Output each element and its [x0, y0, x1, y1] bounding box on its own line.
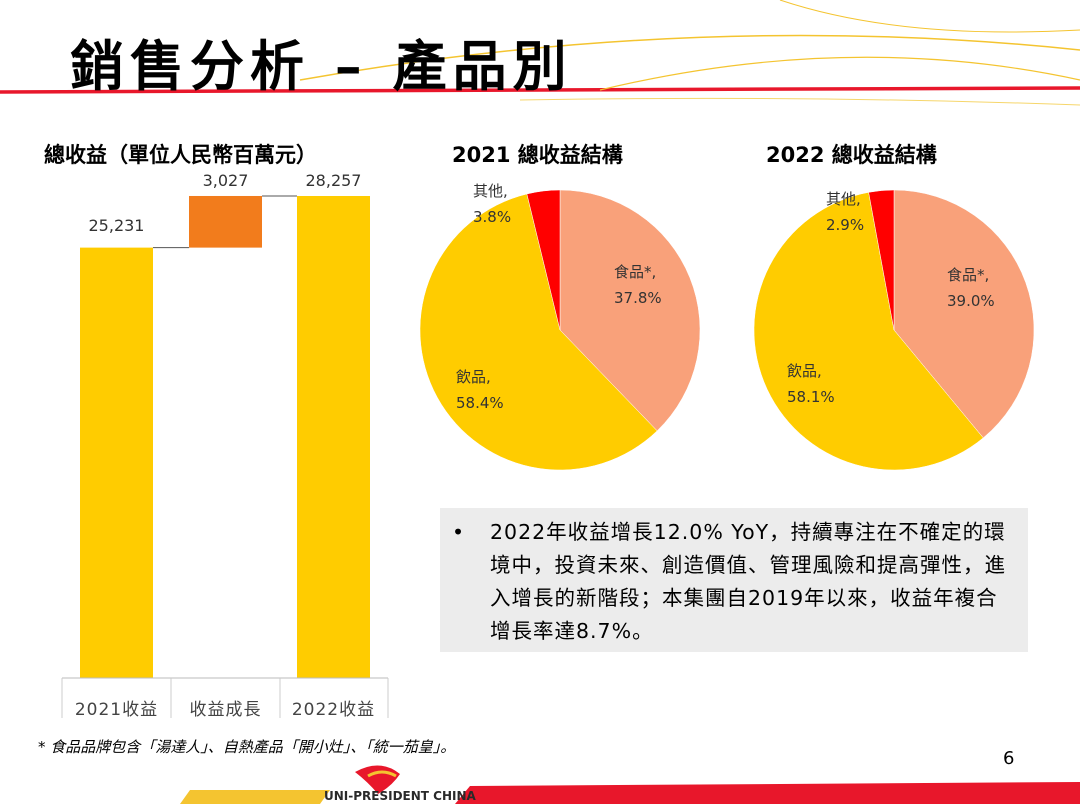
pie-2022-slice-beverage — [753, 192, 984, 471]
pie-2021-food-value: 37.8% — [614, 289, 662, 307]
bar-chart-title: 總收益（單位人民幣百萬元） — [44, 143, 317, 167]
pie-2021-title: 2021 總收益結構 — [452, 143, 623, 167]
footer-gold-stripe — [180, 790, 330, 804]
footnote: * 食品品牌包含「湯達人」、自熱產品「開小灶」、「統一茄皇」。 — [38, 738, 456, 756]
footer-red-stripe — [455, 782, 1080, 804]
category-label-growth: 收益成長 — [189, 700, 262, 720]
pie-2022 — [753, 189, 1035, 471]
bar-revenue-growth — [189, 195, 262, 248]
commentary-box: • 2022年收益增長12.0% YoY，持續專注在不確定的環境中，投資未來、創… — [440, 508, 1028, 652]
value-label-2021: 25,231 — [88, 215, 145, 235]
pie-2021-label-other: 其他, 3.8% — [473, 178, 511, 230]
pie-2021-label-food: 食品*, 37.8% — [614, 259, 662, 311]
pie-2021 — [419, 189, 701, 471]
pie-2022-label-food: 食品*, 39.0% — [947, 262, 995, 314]
header-gold-swoosh-3 — [519, 97, 1080, 106]
pie-2022-label-beverage: 飲品, 58.1% — [787, 358, 835, 410]
pie-2021-label-beverage: 飲品, 58.4% — [456, 364, 504, 416]
pie-2021-beverage-name: 飲品, — [456, 368, 491, 386]
pie-2021-other-value: 3.8% — [473, 208, 512, 226]
header-red-line — [0, 86, 1080, 94]
header-gold-swoosh-4 — [779, 0, 1080, 33]
logo-mark-accent-icon — [367, 770, 397, 778]
pie-2022-title: 2022 總收益結構 — [766, 143, 937, 167]
pie-2022-beverage-value: 58.1% — [787, 388, 835, 406]
pie-2022-slice-other — [868, 189, 895, 331]
header-gold-swoosh — [299, 34, 1080, 81]
pie-2021-beverage-value: 58.4% — [456, 394, 504, 412]
pie-2022-food-name: 食品*, — [947, 266, 990, 284]
footer-band — [180, 765, 1080, 804]
bar-2022-revenue — [297, 196, 370, 678]
pie-2022-other-value: 2.9% — [826, 216, 865, 234]
header-gold-swoosh-2 — [599, 56, 1080, 91]
pie-2022-beverage-name: 飲品, — [787, 362, 822, 380]
pie-2022-other-name: 其他, — [826, 190, 861, 208]
pie-2021-slice-food — [559, 189, 701, 432]
bar-2021-revenue — [80, 247, 153, 678]
slide-title: 銷售分析 – 產品別 — [70, 34, 573, 98]
pie-2022-slice-food — [893, 189, 1035, 439]
category-label-2022: 2022收益 — [291, 700, 376, 720]
pie-2021-other-name: 其他, — [473, 182, 508, 200]
category-label-2021: 2021收益 — [74, 700, 159, 720]
bullet-marker: • — [452, 520, 465, 544]
value-label-growth: 3,027 — [202, 170, 249, 190]
header-decoration — [0, 0, 1080, 106]
page-number: 6 — [1003, 748, 1015, 769]
pie-2022-food-value: 39.0% — [947, 292, 995, 310]
pie-2021-food-name: 食品*, — [614, 263, 657, 281]
pie-2021-slice-other — [526, 189, 561, 331]
company-logo-text: UNI-PRESIDENT CHINA — [324, 789, 476, 803]
value-label-2022: 28,257 — [305, 171, 362, 190]
pie-2022-label-other: 其他, 2.9% — [826, 186, 864, 238]
commentary-text: 2022年收益增長12.0% YoY，持續專注在不確定的環境中，投資未來、創造價… — [490, 520, 1006, 643]
pie-2021-slice-beverage — [419, 193, 658, 471]
